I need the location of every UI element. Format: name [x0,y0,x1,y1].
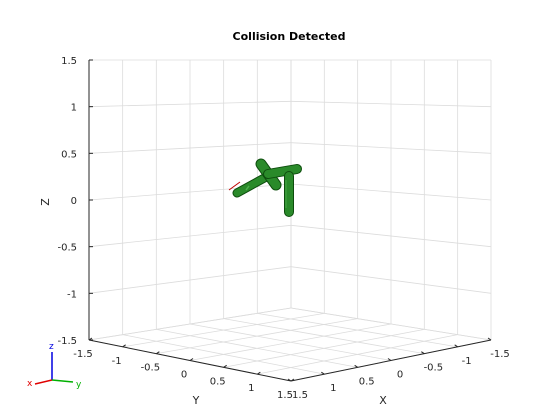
end-effector-marker [228,181,241,191]
x-tick-mark [421,351,425,355]
z-axis-label: Z [39,198,52,206]
robot-link-wrist-highlight [245,185,250,191]
grid-line [257,334,458,375]
x-tick-mark [321,371,325,375]
chart-title: Collision Detected [233,30,346,43]
z-tick-label: 0 [71,196,77,207]
y-tick-label: 1.5 [277,390,293,401]
x-tick-labels: 1.5 1 0.5 0 -0.5 -1 -1.5 [287,337,510,401]
y-tick-label: 0 [181,370,187,381]
y-tick-label: -1 [112,356,122,367]
triad-y-axis [51,379,74,383]
y-tick-label: -0.5 [141,363,161,374]
triad-x-label: x [27,379,33,389]
y-tick-mark [257,371,261,375]
y-tick-mark [290,378,295,382]
y-tick-mark [88,337,93,341]
y-tick-mark [189,358,194,361]
y-tick-mark [223,364,227,368]
x-tick-label: 1 [330,383,336,394]
x-tick-label: 1.5 [292,390,308,401]
y-tick-label: -1.5 [73,349,93,360]
z-tick-label: -0.5 [57,243,77,254]
x-tick-label: 0.5 [359,376,375,387]
y-tick-mark [122,344,126,348]
x-tick-label: 0 [397,370,403,381]
triad-x-axis [34,379,53,385]
z-tick-label: 1.5 [61,56,77,67]
robot-collision-bodies [228,158,302,217]
z-tick-label: 1 [71,103,77,114]
y-axis-label: Y [192,394,200,407]
triad-z-label: z [49,342,54,352]
y-tick-label: 0.5 [210,376,226,387]
x-axis-label: X [379,394,387,407]
triad-y-label: y [76,380,82,390]
robot-link-upper-arm-body [264,165,301,178]
y-tick-label: 1 [248,383,254,394]
x-tick-mark [354,364,358,368]
x-tick-mark [487,337,492,341]
z-tick-label: -1.5 [57,336,77,347]
orientation-triad: z x y [27,342,82,390]
x-tick-label: -1 [462,356,472,367]
x-tick-mark [387,358,392,361]
x-tick-mark [287,378,292,382]
y-tick-mark [156,351,160,355]
robot-link-wrist-body [233,172,272,197]
z-tick-label: 0.5 [61,149,77,160]
x-tick-label: -0.5 [424,363,444,374]
x-tick-label: -1.5 [490,349,510,360]
grid-line [290,307,492,341]
z-tick-label: -1 [67,289,77,300]
back-right-wall-grid [290,59,492,341]
y-tick-labels: -1.5 -1 -0.5 0 0.5 1 1.5 [73,337,295,401]
x-tick-mark [454,344,458,348]
